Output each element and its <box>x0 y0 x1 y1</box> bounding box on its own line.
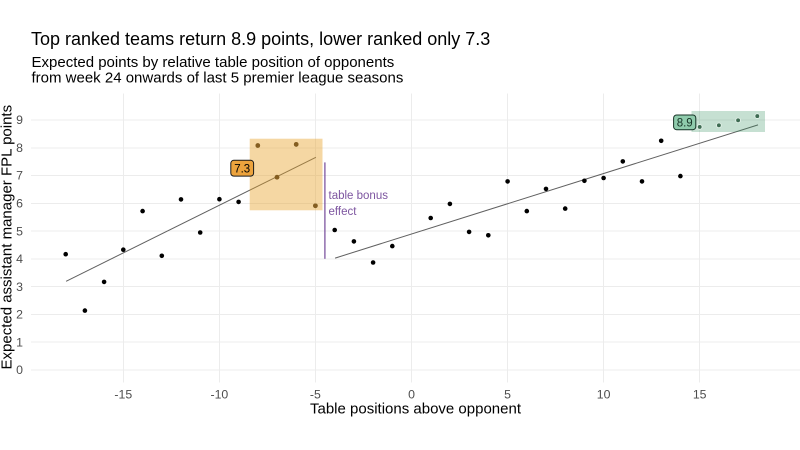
svg-text:Expected points by relative ta: Expected points by relative table positi… <box>32 54 395 71</box>
svg-text:9: 9 <box>16 113 23 127</box>
svg-text:8: 8 <box>16 141 23 155</box>
svg-text:-10: -10 <box>211 388 229 402</box>
svg-text:3: 3 <box>16 280 23 294</box>
svg-text:0: 0 <box>16 363 23 377</box>
svg-text:10: 10 <box>597 388 611 402</box>
svg-text:-15: -15 <box>114 388 132 402</box>
svg-text:15: 15 <box>693 388 707 402</box>
svg-text:Expected assistant manager FPL: Expected assistant manager FPL points <box>0 105 16 370</box>
svg-text:7.3: 7.3 <box>234 163 250 175</box>
svg-text:1: 1 <box>16 335 23 349</box>
svg-text:8.9: 8.9 <box>677 118 693 130</box>
svg-text:table bonus: table bonus <box>329 190 389 202</box>
svg-text:4: 4 <box>16 252 23 266</box>
svg-text:5: 5 <box>504 388 511 402</box>
svg-text:effect: effect <box>329 206 358 218</box>
svg-text:5: 5 <box>16 224 23 238</box>
svg-text:Top ranked teams return 8.9 po: Top ranked teams return 8.9 points, lowe… <box>31 29 490 49</box>
svg-text:from week 24 onwards of last 5: from week 24 onwards of last 5 premier l… <box>32 69 404 86</box>
svg-text:7: 7 <box>16 169 23 183</box>
svg-text:2: 2 <box>16 308 23 322</box>
svg-text:6: 6 <box>16 197 23 211</box>
svg-text:-5: -5 <box>310 388 321 402</box>
svg-text:0: 0 <box>408 388 415 402</box>
svg-text:Table positions above opponent: Table positions above opponent <box>310 401 522 418</box>
